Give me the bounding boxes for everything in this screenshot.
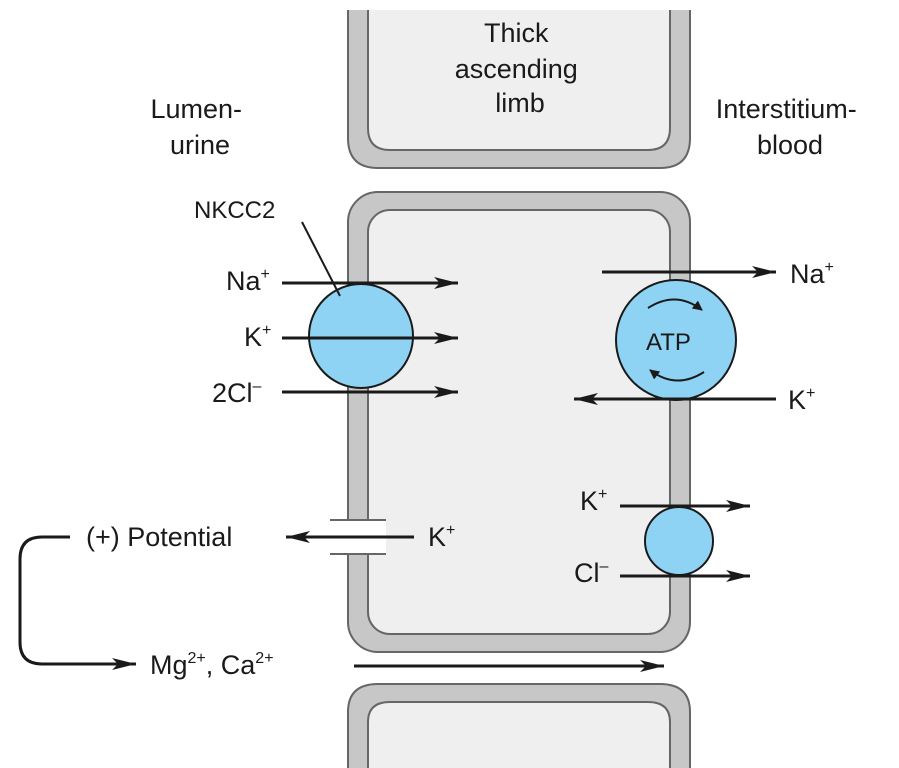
- main-cell: [347, 191, 691, 653]
- lumen-label: Lumen- urine: [150, 94, 249, 160]
- nkcc2-pointer: [301, 221, 341, 297]
- k-channel-label: K+: [428, 522, 455, 552]
- k-left-label: K+: [244, 322, 271, 352]
- k-right-label: K+: [788, 385, 815, 415]
- interstitium-label: Interstitium- blood: [716, 94, 865, 160]
- kcc-transporter: [644, 506, 714, 576]
- potential-label: (+) Potential: [86, 522, 232, 552]
- k-kcc-label: K+: [580, 486, 607, 516]
- mg-ca-label: Mg2+, Ca2+: [150, 650, 274, 680]
- cl2-left-label: 2Cl–: [212, 378, 262, 408]
- nkcc2-transporter: [308, 283, 414, 389]
- top-cell-label: Thick ascending limb: [455, 18, 586, 118]
- atp-cycle-arrow-bottom: [649, 369, 705, 382]
- na-left-label: Na+: [226, 266, 270, 296]
- cl-kcc-label: Cl–: [574, 558, 609, 588]
- potential-drive-arrow: [18, 535, 136, 670]
- top-cell: [347, 10, 691, 169]
- atp-cycle-arrow-top: [647, 298, 703, 311]
- nkcc2-label: NKCC2: [194, 197, 275, 224]
- atp-label: ATP: [646, 329, 691, 356]
- bottom-cell: [347, 683, 691, 768]
- na-right-label: Na+: [790, 259, 834, 289]
